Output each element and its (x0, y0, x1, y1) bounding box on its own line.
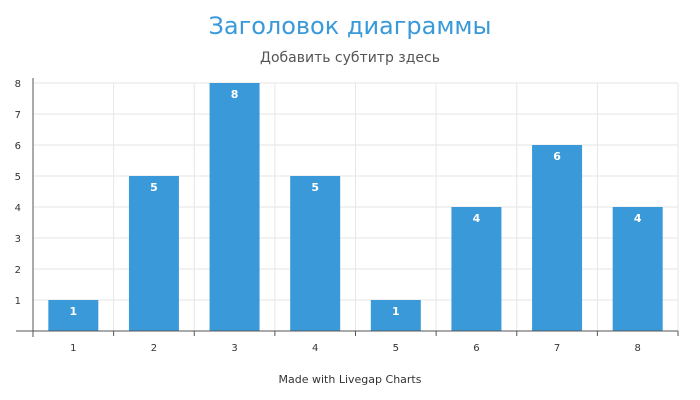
y-tick-label-4: 4 (15, 203, 21, 214)
y-tick-label-2: 2 (15, 265, 21, 276)
chart-title: Заголовок диаграммы (208, 12, 492, 40)
bar-8[interactable] (612, 207, 663, 331)
bar-1[interactable] (48, 300, 99, 331)
data-label-5: 1 (392, 305, 400, 318)
y-tick-label-6: 6 (15, 141, 21, 152)
x-tick-label-7: 7 (554, 343, 560, 354)
x-tick-label-1: 1 (70, 343, 76, 354)
bar-6[interactable] (451, 207, 502, 331)
data-labels-group: 1 5 8 5 1 4 6 4 (69, 88, 641, 318)
data-label-4: 5 (311, 181, 319, 194)
x-tick-label-4: 4 (312, 343, 318, 354)
chart-subtitle: Добавить субтитр здесь (260, 50, 440, 66)
bar-4[interactable] (290, 176, 341, 331)
bar-2[interactable] (128, 176, 179, 331)
y-tick-label-7: 7 (15, 110, 21, 121)
bars-group (48, 83, 663, 331)
data-label-8: 4 (634, 212, 642, 225)
data-label-1: 1 (69, 305, 77, 318)
data-label-3: 8 (231, 88, 239, 101)
bar-7[interactable] (532, 145, 583, 331)
axes-group (16, 78, 679, 337)
x-tick-label-8: 8 (635, 343, 641, 354)
x-tick-label-5: 5 (393, 343, 399, 354)
data-label-2: 5 (150, 181, 158, 194)
y-tick-label-8: 8 (15, 79, 21, 90)
data-label-6: 4 (473, 212, 481, 225)
bar-5[interactable] (370, 300, 421, 331)
x-tick-labels: 1 2 3 4 5 6 7 8 (70, 343, 641, 354)
y-tick-label-1: 1 (15, 296, 21, 307)
y-tick-label-5: 5 (15, 172, 21, 183)
x-tick-label-6: 6 (473, 343, 479, 354)
x-tick-label-2: 2 (151, 343, 157, 354)
y-tick-label-3: 3 (15, 234, 21, 245)
bar-3[interactable] (209, 83, 260, 331)
y-tick-labels: 1 2 3 4 5 6 7 8 (15, 79, 21, 307)
data-label-7: 6 (553, 150, 561, 163)
footer-credit: Made with Livegap Charts (278, 373, 422, 386)
x-tick-label-3: 3 (231, 343, 237, 354)
